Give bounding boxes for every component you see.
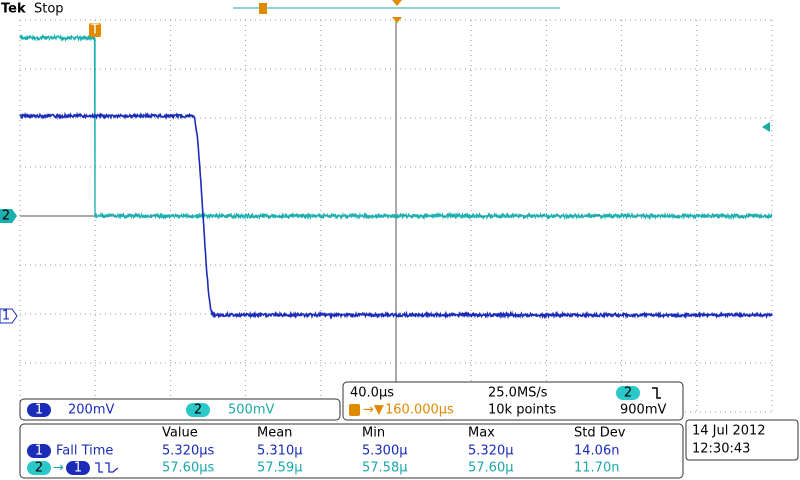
- measurement-value: 5.320µs: [162, 444, 214, 459]
- measurement-box: [19, 423, 684, 479]
- trigger-badge: [89, 23, 101, 37]
- slope-icon: [652, 387, 661, 399]
- row2-target: 1: [74, 461, 82, 476]
- trigger-pos-grid: [392, 17, 402, 23]
- brand: Tek: [1, 2, 26, 17]
- status: Stop: [34, 2, 64, 17]
- measurement-value: 14.06n: [574, 444, 619, 459]
- trigger-level-text: 900mV: [620, 403, 666, 418]
- date: 14 Jul 2012: [692, 424, 766, 439]
- ch1-trace: [19, 111, 773, 320]
- trigger-level: [762, 122, 770, 132]
- ch2-trace: [19, 33, 773, 221]
- measurement-value: 57.60µs: [162, 461, 214, 476]
- measurement-value: 5.320µ: [468, 444, 514, 459]
- badge: [27, 403, 51, 417]
- badge: [66, 461, 90, 475]
- delay-arrow: →▼: [363, 403, 384, 418]
- ch1-marker: 1: [2, 309, 10, 324]
- record-length: 10k points: [488, 403, 556, 418]
- ch2-marker: 2: [2, 209, 10, 224]
- column-header: Value: [162, 426, 198, 441]
- measurement-value: 5.300µ: [362, 444, 408, 459]
- measurement-value: 57.60µ: [468, 461, 514, 476]
- edge-icon: [95, 462, 119, 473]
- measurement-value: 5.310µ: [257, 444, 303, 459]
- column-header: Std Dev: [574, 426, 626, 441]
- ch2-badge: 2: [194, 403, 202, 418]
- time: 12:30:43: [692, 442, 750, 457]
- ch1-marker-bg: [0, 308, 18, 324]
- badge: [186, 403, 210, 417]
- measurement-value: 57.58µ: [362, 461, 408, 476]
- column-header: Mean: [257, 426, 292, 441]
- badge: [27, 461, 51, 475]
- delay-icon: [349, 404, 360, 416]
- timebase-box: [342, 381, 684, 421]
- ch1-badge: 1: [35, 403, 43, 418]
- row2-arrow: →: [53, 461, 64, 476]
- measurement-value: 57.59µ: [257, 461, 303, 476]
- row1-source: 1: [35, 444, 43, 459]
- ch2-marker-bg: [0, 209, 17, 223]
- measurement-value: 11.70n: [574, 461, 619, 476]
- badge: [27, 444, 51, 458]
- column-header: Min: [362, 426, 385, 441]
- ch2-scale: 500mV: [228, 403, 274, 418]
- channel-box: [19, 398, 341, 421]
- trigger-marker: T: [90, 23, 99, 38]
- ch1-scale: 200mV: [68, 403, 114, 418]
- delay: 160.000µs: [385, 403, 454, 418]
- datetime-box: [685, 419, 799, 461]
- measurements: Value Mean Min Max Std Dev 5.320µs 5.310µ 5.300…: [162, 426, 626, 476]
- trigger-source: 2: [624, 386, 632, 401]
- horizontal-scale: 40.0µs: [350, 386, 394, 401]
- trigger-pos: [392, 0, 402, 6]
- row2-source: 2: [35, 461, 43, 476]
- record-marker: [259, 3, 267, 14]
- sample-rate: 25.0MS/s: [488, 386, 548, 401]
- badge: [616, 386, 640, 400]
- row1-name: Fall Time: [56, 444, 113, 459]
- column-header: Max: [468, 426, 495, 441]
